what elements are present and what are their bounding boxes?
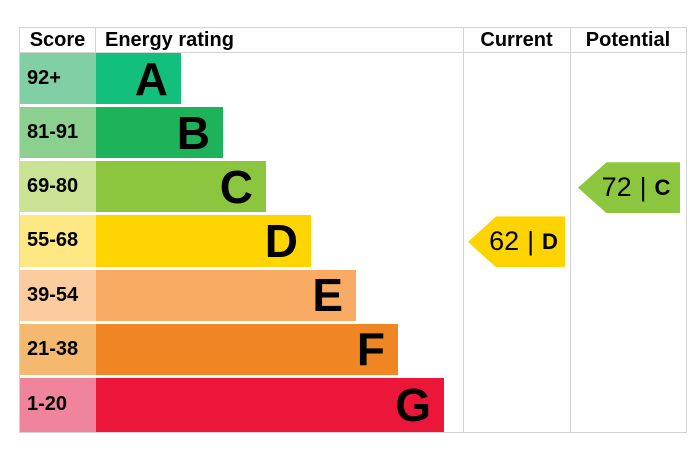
- header-score: Score: [20, 28, 96, 52]
- band-score-cell: 92+: [20, 53, 96, 105]
- band-letter: A: [134, 52, 168, 105]
- band-row: 21-38 F: [20, 323, 686, 378]
- band-row: 39-54 E: [20, 269, 686, 324]
- band-score-cell: 39-54: [20, 269, 96, 321]
- header-current: Current: [480, 29, 553, 51]
- column-divider-potential: [570, 28, 571, 432]
- band-row: 69-80 C: [20, 161, 686, 215]
- table-header: Score Energy rating Current Potential: [20, 28, 686, 53]
- band-score-cell: 21-38: [20, 323, 96, 375]
- band-bar: E: [96, 269, 356, 322]
- band-row: 81-91 B: [20, 107, 686, 161]
- band-letter: G: [395, 378, 431, 431]
- band-bar: G: [96, 377, 444, 432]
- value-band-separator: |: [639, 171, 647, 202]
- band-bar: B: [96, 106, 223, 159]
- band-letter: E: [312, 269, 343, 322]
- header-energy-rating: Energy rating: [105, 29, 234, 51]
- band-bar: C: [96, 160, 266, 213]
- band-score-cell: 55-68: [20, 215, 96, 267]
- band-row: 1-20 G: [20, 377, 686, 432]
- band-score-cell: 1-20: [20, 377, 96, 432]
- potential-band-letter: C: [654, 174, 671, 200]
- band-bar: D: [96, 214, 311, 267]
- potential-value: 72: [601, 172, 632, 203]
- current-value: 62: [489, 226, 520, 257]
- band-rows: 92+ A 81-91 B 69-80 C 55-68 D 39-54 E 21…: [20, 53, 686, 432]
- band-row: 55-68 D: [20, 215, 686, 269]
- epc-table: Score Energy rating Current Potential 92…: [19, 27, 687, 433]
- band-score-cell: 81-91: [20, 107, 96, 159]
- band-letter: F: [356, 323, 385, 376]
- column-divider-current: [463, 28, 464, 432]
- band-letter: D: [264, 214, 298, 267]
- header-potential: Potential: [585, 29, 671, 51]
- band-bar: F: [96, 323, 398, 376]
- band-bar: A: [96, 52, 181, 105]
- band-row: 92+ A: [20, 53, 686, 107]
- current-rating-arrow: 62 | D: [468, 216, 565, 268]
- band-letter: B: [176, 106, 210, 159]
- band-score-cell: 69-80: [20, 161, 96, 213]
- value-band-separator: |: [527, 225, 534, 256]
- band-letter: C: [219, 160, 253, 213]
- current-band-letter: D: [541, 228, 558, 254]
